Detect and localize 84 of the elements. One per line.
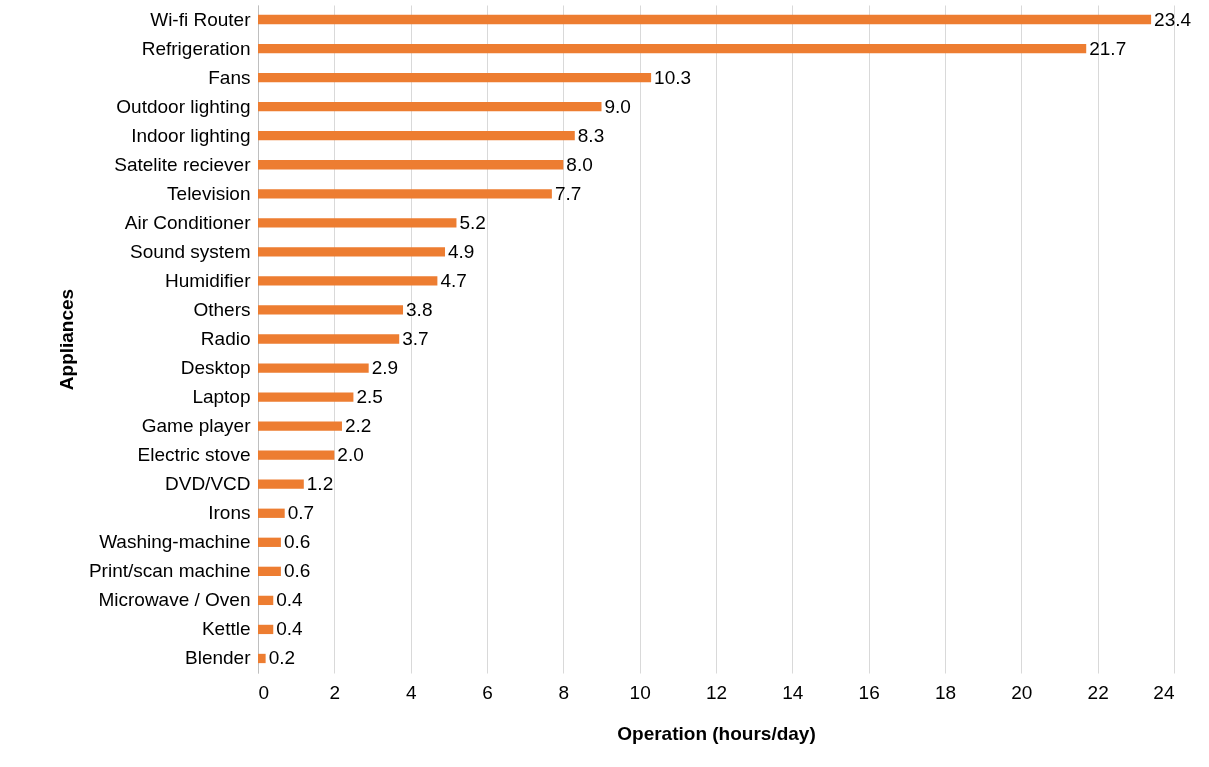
data-label: 21.7 [1089, 37, 1127, 59]
y-tick-label: Electric stove [137, 444, 251, 466]
x-axis-title: Operation (hours/day) [617, 722, 816, 744]
x-tick-label: 22 [1087, 681, 1109, 703]
y-tick-label: Print/scan machine [88, 560, 251, 582]
bar [258, 160, 564, 170]
y-tick-label: Outdoor lighting [116, 95, 251, 117]
bar [258, 624, 274, 635]
y-tick-label: Indoor lighting [131, 124, 251, 146]
y-tick-label: Sound system [130, 240, 251, 262]
y-tick-label: Microwave / Oven [98, 589, 251, 611]
bar [258, 276, 438, 286]
y-tick-label: Game player [141, 415, 252, 437]
x-tick-label: 2 [329, 681, 341, 703]
y-axis-title: Appliances [55, 288, 77, 391]
data-label: 1.2 [306, 473, 334, 495]
x-tick-label: 16 [858, 681, 880, 703]
y-tick-label: DVD/VCD [164, 473, 251, 495]
x-tick-label: 6 [482, 681, 493, 703]
x-tick-label: 0 [258, 681, 270, 703]
bar [258, 218, 457, 228]
bar [258, 247, 446, 257]
y-tick-label: Blender [185, 647, 252, 669]
y-tick-label: Washing-machine [99, 531, 251, 553]
bar [258, 43, 1087, 54]
bar [258, 508, 285, 518]
data-label: 5.2 [459, 211, 486, 233]
data-label: 8.0 [566, 153, 593, 175]
data-label: 8.3 [577, 124, 605, 146]
bar [258, 14, 1152, 25]
bar [258, 334, 400, 344]
x-tick-label: 14 [782, 681, 804, 703]
x-tick-label: 12 [705, 681, 728, 703]
data-label: 0.2 [268, 647, 296, 669]
data-label: 0.7 [287, 502, 315, 524]
bar [258, 131, 575, 141]
bar [258, 363, 369, 373]
data-label: 0.6 [283, 560, 311, 582]
bar [258, 72, 652, 83]
x-tick-label: 10 [629, 681, 651, 703]
data-label: 4.9 [448, 240, 475, 262]
data-label: 3.8 [406, 298, 433, 320]
data-label: 2.2 [344, 415, 372, 437]
bar [258, 102, 602, 112]
x-tick-label: 18 [934, 681, 957, 703]
data-label: 0.4 [276, 589, 304, 611]
y-tick-label: Others [193, 298, 251, 320]
data-label: 4.7 [440, 269, 467, 291]
y-tick-label: Kettle [201, 618, 251, 640]
y-tick-label: Laptop [192, 386, 251, 408]
y-tick-label: Radio [200, 328, 251, 349]
data-label: 0.4 [276, 618, 304, 640]
data-label: 23.4 [1154, 8, 1192, 30]
data-label: 2.5 [356, 386, 383, 408]
bar [258, 595, 274, 606]
bar [258, 537, 281, 547]
bar [258, 305, 404, 315]
y-tick-label: Refrigeration [141, 37, 251, 59]
bar [258, 421, 342, 431]
y-tick-label: Fans [208, 66, 251, 88]
bar [258, 479, 304, 489]
data-label: 3.7 [402, 328, 429, 349]
bar [258, 653, 266, 664]
data-label: 7.7 [554, 182, 582, 204]
y-tick-label: Wi-fi Router [150, 8, 252, 30]
x-tick-label: 20 [1011, 681, 1033, 703]
data-label: 10.3 [654, 66, 692, 88]
data-label: 2.9 [371, 357, 399, 379]
y-tick-label: Humidifier [164, 269, 252, 291]
data-label: 0.6 [283, 531, 311, 553]
bar [258, 566, 281, 576]
data-label: 2.0 [337, 444, 364, 466]
bar [258, 189, 552, 199]
y-tick-label: Desktop [180, 357, 251, 379]
bar [258, 450, 335, 460]
x-tick-label: 24 [1153, 681, 1175, 703]
bar [258, 392, 354, 402]
y-tick-label: Irons [208, 502, 251, 524]
data-label: 9.0 [604, 95, 631, 117]
y-tick-label: Television [167, 182, 251, 204]
y-tick-label: Air Conditioner [124, 211, 252, 233]
x-tick-label: 8 [558, 681, 570, 703]
y-tick-label: Satelite reciever [114, 153, 252, 175]
x-tick-label: 4 [405, 681, 417, 703]
